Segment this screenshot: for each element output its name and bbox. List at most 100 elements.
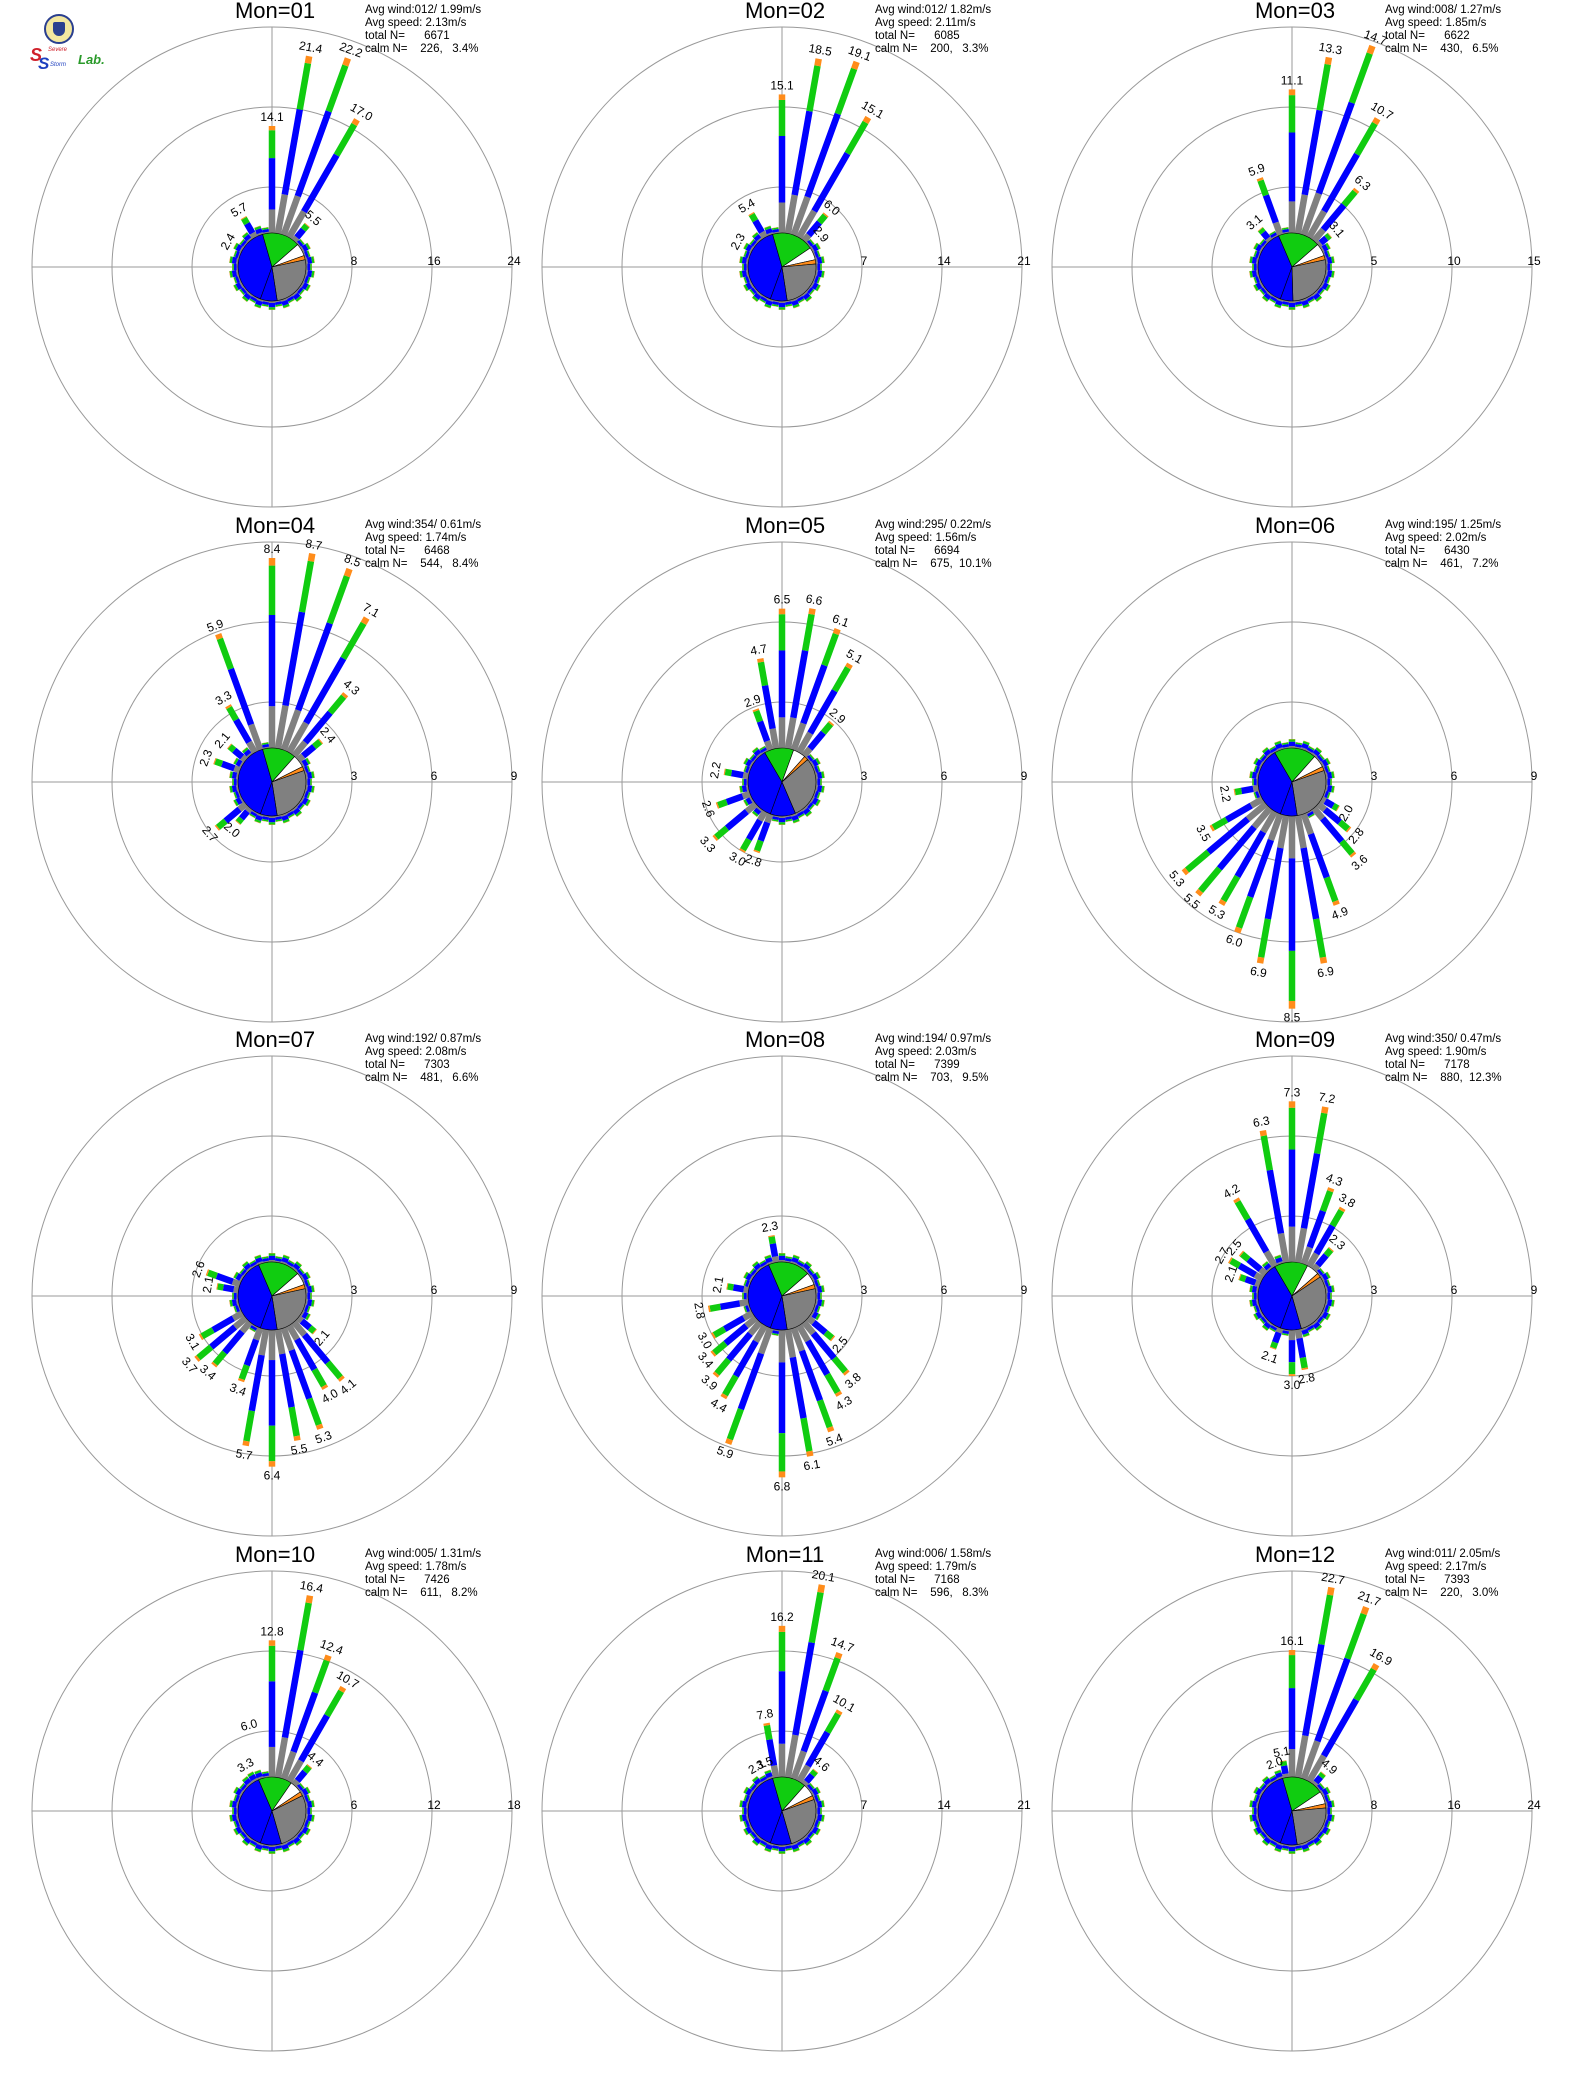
bar-segment <box>1252 1292 1254 1300</box>
direction-bar <box>723 768 750 780</box>
bar-segment <box>1259 1782 1264 1788</box>
direction-bar <box>286 1838 295 1848</box>
bar-segment <box>1326 277 1331 284</box>
bar-segment <box>1319 281 1325 288</box>
bar-segment <box>746 1292 748 1300</box>
bar-segment <box>796 1838 803 1844</box>
bar-segment <box>295 241 302 248</box>
bar-segment <box>749 796 755 803</box>
bar-segment <box>778 301 786 303</box>
direction-bar <box>1288 89 1296 233</box>
bar-segment <box>306 1800 313 1808</box>
bar-segment <box>1352 187 1360 194</box>
bar-segment <box>757 821 771 842</box>
bar-segment <box>1320 290 1325 296</box>
bar-segment <box>1253 1794 1256 1801</box>
direction-bar <box>752 708 774 752</box>
direction-bar <box>751 231 763 244</box>
direction-bar <box>233 1271 245 1282</box>
bar-segment <box>1249 796 1265 809</box>
bar-segment <box>1332 900 1340 906</box>
bar-segment <box>1327 285 1331 292</box>
bar-segment <box>1324 1279 1330 1287</box>
direction-bar <box>801 720 835 759</box>
bar-segment <box>815 242 821 250</box>
bar-segment <box>233 1828 239 1836</box>
bar-segment <box>1331 1800 1335 1808</box>
bar-segment <box>811 244 819 252</box>
bar-segment <box>761 749 768 755</box>
bar-segment <box>1256 1292 1258 1300</box>
bar-segment <box>747 766 752 774</box>
bar-segment <box>723 768 726 776</box>
bar-segment <box>801 290 808 297</box>
direction-bar <box>1195 805 1273 897</box>
bar-segment <box>751 746 758 752</box>
calm-pie-slice <box>259 781 278 817</box>
bar-segment <box>815 757 821 765</box>
bar-segment <box>1319 1833 1325 1840</box>
bar-segment <box>1327 1314 1331 1321</box>
calm-pie-slice <box>259 266 278 302</box>
bar-segment <box>816 256 823 264</box>
bar-segment <box>764 225 772 231</box>
bar-segment <box>1256 956 1265 964</box>
direction-bar <box>812 250 821 259</box>
bar-segment <box>745 1788 753 1796</box>
stats-avg-speed: Avg speed: 2.13m/s <box>365 17 467 29</box>
bar-segment <box>310 778 312 786</box>
direction-bar <box>299 1825 311 1836</box>
bar-segment <box>1333 1800 1335 1807</box>
bar-value-label: 2.6 <box>189 1259 208 1280</box>
bar-segment <box>246 290 253 297</box>
bar-segment <box>1261 1260 1268 1266</box>
bar-segment <box>752 756 759 763</box>
stats-calm: calm N= 481, 6.6% <box>365 1072 479 1084</box>
bar-segment <box>1184 849 1211 873</box>
direction-bar <box>1322 790 1331 799</box>
direction-bar <box>229 1800 240 1809</box>
direction-bar <box>1315 801 1352 833</box>
bar-segment <box>726 1283 729 1290</box>
direction-bar <box>274 1256 283 1264</box>
bar-segment <box>288 1842 295 1848</box>
bar-segment <box>306 1306 311 1313</box>
bar-segment <box>743 263 747 271</box>
bar-segment <box>1256 1298 1260 1306</box>
bar-segment <box>1315 286 1322 293</box>
bar-segment <box>1295 1848 1303 1851</box>
bar-value-label: 3.0 <box>1284 1378 1301 1392</box>
direction-bar <box>805 753 815 763</box>
ring-label: 16 <box>1447 1798 1461 1812</box>
direction-bar <box>254 1841 264 1853</box>
bar-segment <box>816 1285 823 1293</box>
direction-bar <box>1253 790 1262 799</box>
bar-segment <box>1326 1800 1333 1808</box>
direction-bar <box>805 286 815 296</box>
direction-bar <box>239 286 249 296</box>
bar-segment <box>818 250 821 257</box>
bar-segment <box>295 1785 302 1792</box>
bar-segment <box>255 814 263 821</box>
bar-segment <box>1259 289 1265 296</box>
bar-segment <box>1306 749 1313 755</box>
wind-rose-panel: 3 6 9 2.7 2.0 2.3 2.1 3.3 5.9 8.4 8.7 8.5 7.1 4.3 2.4 M… <box>20 513 530 1032</box>
bar-segment <box>784 717 797 750</box>
bar-segment <box>1328 1794 1331 1801</box>
bar-segment <box>286 1759 304 1784</box>
calm-pie-slice <box>237 233 273 300</box>
bar-segment <box>789 1356 807 1419</box>
bar-segment <box>771 304 779 307</box>
bar-segment <box>1324 1820 1330 1828</box>
bar-value-label: 22.7 <box>1320 1570 1346 1588</box>
bar-segment <box>1302 1643 1325 1737</box>
wind-rose-svg: 8 16 242.05.116.122.721.716.94.9 <box>1051 1570 1541 2052</box>
bar-segment <box>306 765 311 772</box>
bar-segment <box>302 1819 307 1827</box>
bar-segment <box>749 753 754 759</box>
bar-segment <box>1324 1794 1330 1802</box>
stats-block: Avg wind:012/ 1.99m/s Avg speed: 2.13m/s t… <box>365 4 530 56</box>
direction-bar <box>241 746 253 759</box>
bar-segment <box>811 1311 819 1319</box>
bar-segment <box>772 1328 780 1332</box>
